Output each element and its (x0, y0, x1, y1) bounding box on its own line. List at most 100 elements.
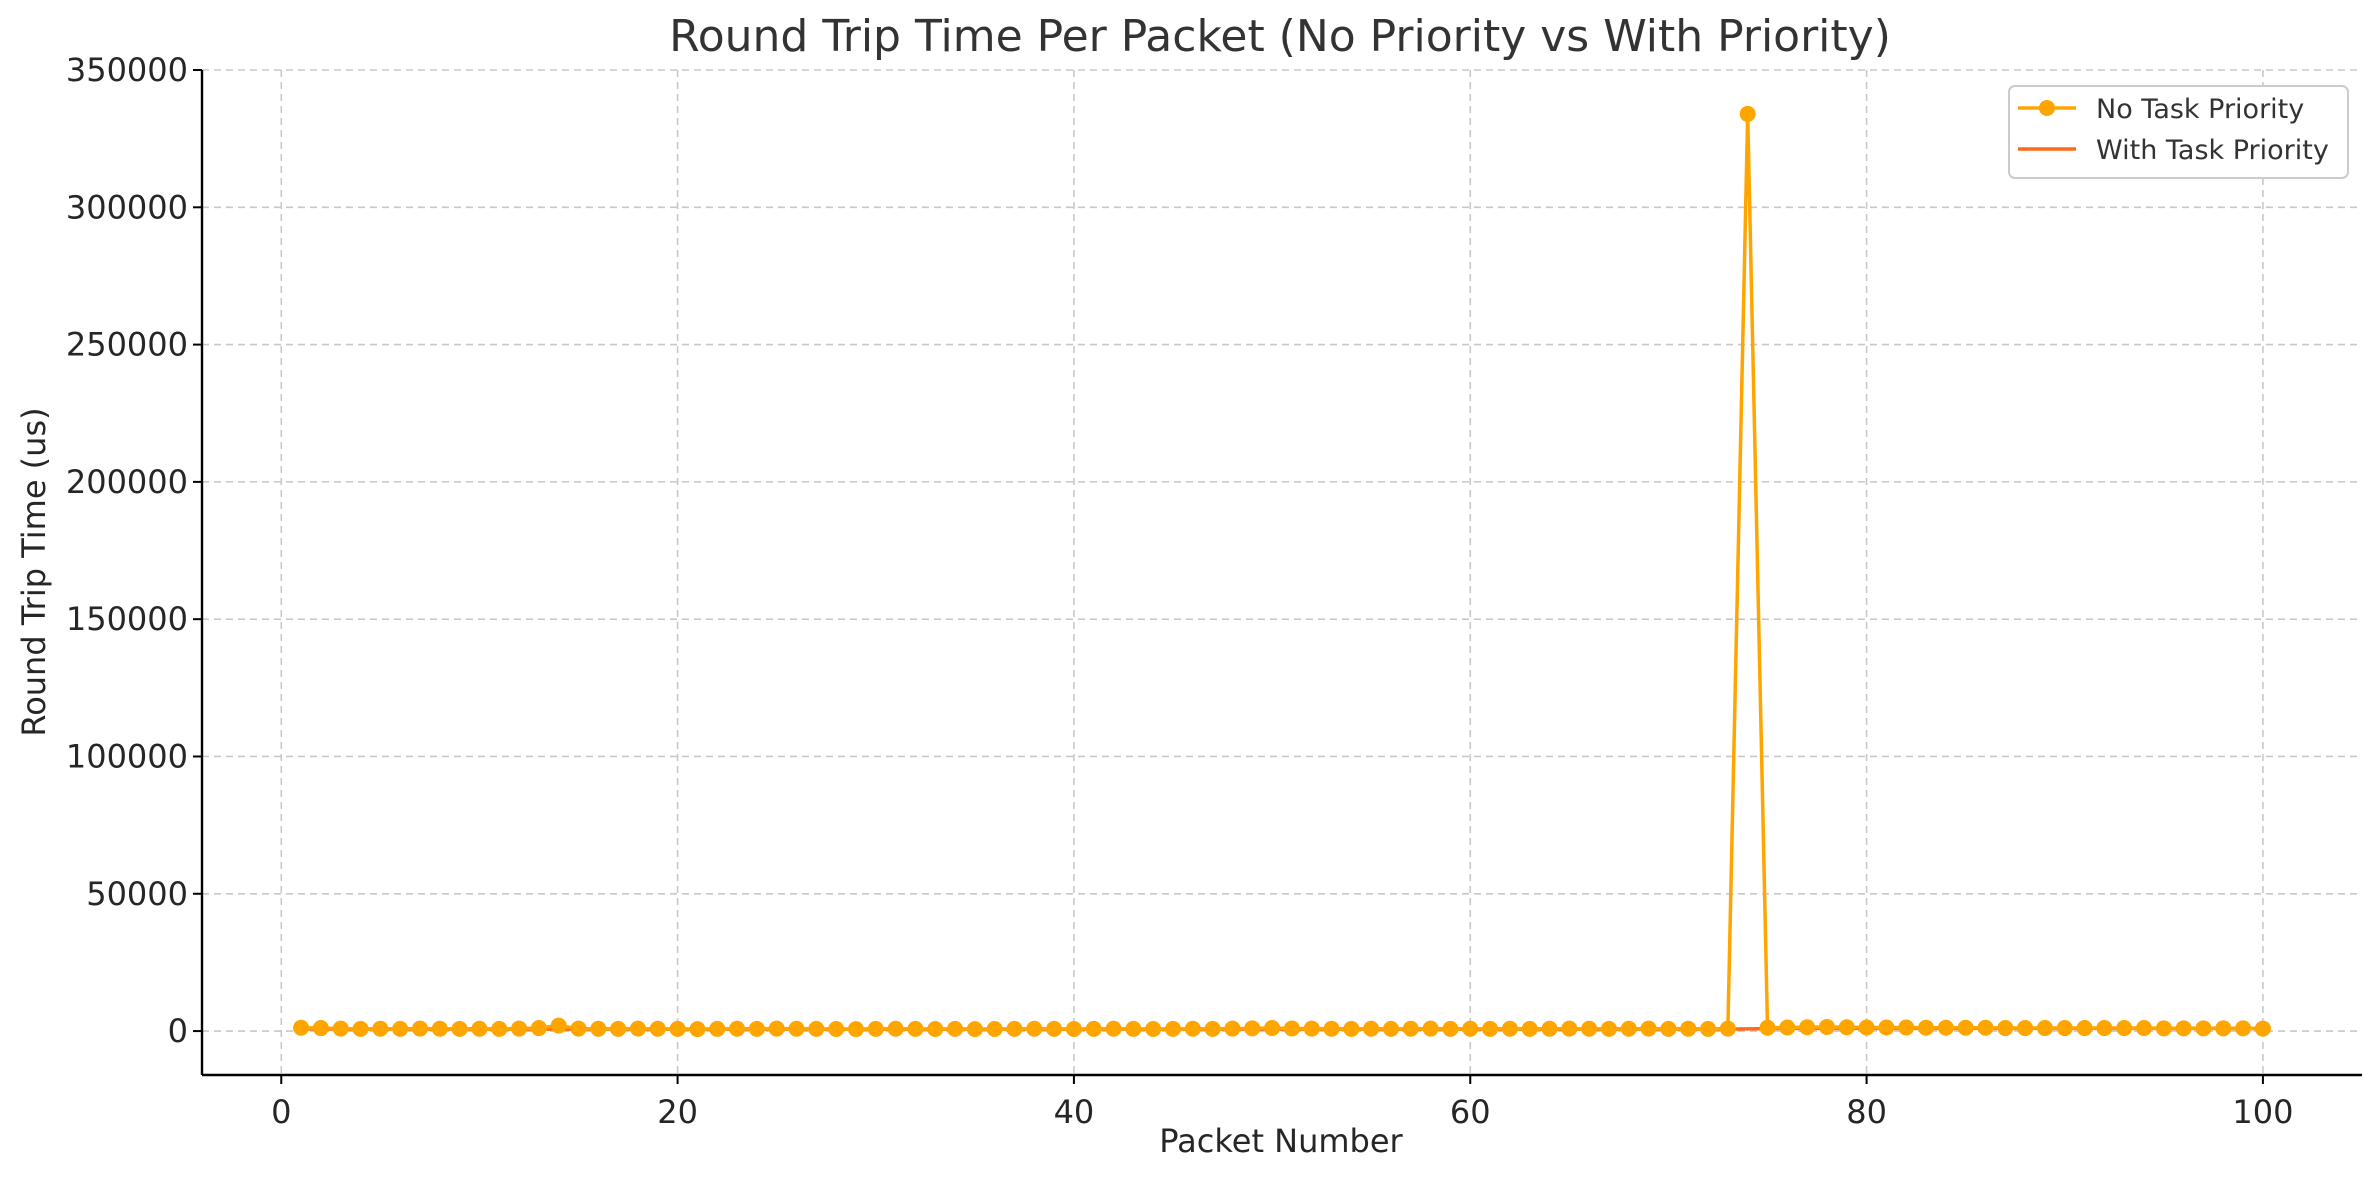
data-point-no-task-priority (1482, 1020, 1499, 1037)
data-point-no-task-priority (570, 1020, 587, 1037)
data-point-no-task-priority (649, 1020, 666, 1037)
data-point-no-task-priority (372, 1020, 389, 1037)
axes (200, 70, 2362, 1077)
data-point-no-task-priority (1323, 1020, 1340, 1037)
data-point-no-task-priority (1006, 1020, 1023, 1037)
data-point-no-task-priority (1521, 1020, 1538, 1037)
data-point-no-task-priority (1937, 1019, 1954, 1036)
data-point-no-task-priority (1402, 1020, 1419, 1037)
data-point-no-task-priority (1739, 105, 1756, 122)
data-point-no-task-priority (1640, 1020, 1657, 1037)
data-point-no-task-priority (1818, 1018, 1835, 1035)
data-point-no-task-priority (1541, 1020, 1558, 1037)
x-axis-label: Packet Number (1159, 1122, 1403, 1160)
data-point-no-task-priority (293, 1019, 310, 1036)
y-axis-label: Round Trip Time (us) (15, 407, 53, 736)
data-point-no-task-priority (1977, 1019, 1994, 1036)
data-point-no-task-priority (768, 1020, 785, 1037)
data-point-no-task-priority (471, 1020, 488, 1037)
data-point-no-task-priority (1838, 1019, 1855, 1036)
data-point-no-task-priority (2155, 1020, 2172, 1037)
chart-title: Round Trip Time Per Packet (No Priority … (669, 11, 1891, 62)
y-tick-label: 150000 (66, 600, 188, 638)
data-point-no-task-priority (1462, 1020, 1479, 1037)
data-point-no-task-priority (1422, 1020, 1439, 1037)
legend-box (2008, 85, 2349, 179)
data-point-no-task-priority (1303, 1020, 1320, 1037)
data-point-no-task-priority (1204, 1020, 1221, 1037)
data-point-no-task-priority (847, 1021, 864, 1038)
data-point-no-task-priority (550, 1017, 567, 1034)
data-point-no-task-priority (431, 1020, 448, 1037)
data-point-no-task-priority (709, 1020, 726, 1037)
data-point-no-task-priority (1026, 1020, 1043, 1037)
data-point-no-task-priority (1065, 1021, 1082, 1038)
data-point-no-task-priority (1918, 1019, 1935, 1036)
data-point-no-task-priority (748, 1020, 765, 1037)
data-point-no-task-priority (511, 1020, 528, 1037)
data-point-no-task-priority (2017, 1020, 2034, 1037)
data-point-no-task-priority (1363, 1020, 1380, 1037)
data-point-no-task-priority (947, 1020, 964, 1037)
data-point-no-task-priority (1759, 1019, 1776, 1036)
series-line-no-task-priority (301, 112, 2263, 1031)
data-point-no-task-priority (1244, 1020, 1261, 1037)
data-point-no-task-priority (1343, 1020, 1360, 1037)
data-point-no-task-priority (411, 1020, 428, 1037)
data-point-no-task-priority (451, 1020, 468, 1037)
x-tick-label: 40 (1054, 1093, 1095, 1131)
y-tick-label: 250000 (66, 326, 188, 364)
x-tick-label: 0 (271, 1093, 291, 1131)
legend: No Task Priority With Task Priority (2008, 85, 2349, 179)
data-point-no-task-priority (1700, 1020, 1717, 1037)
data-point-no-task-priority (2116, 1020, 2133, 1037)
data-point-no-task-priority (1779, 1019, 1796, 1036)
data-point-no-task-priority (312, 1020, 329, 1037)
data-point-no-task-priority (590, 1020, 607, 1037)
y-tick-label: 200000 (66, 463, 188, 501)
data-point-no-task-priority (887, 1020, 904, 1037)
data-point-no-task-priority (907, 1020, 924, 1037)
data-point-no-task-priority (610, 1020, 627, 1037)
data-point-no-task-priority (828, 1021, 845, 1038)
data-point-no-task-priority (669, 1020, 686, 1037)
data-point-no-task-priority (1125, 1020, 1142, 1037)
data-point-no-task-priority (966, 1021, 983, 1038)
data-point-no-task-priority (2254, 1020, 2271, 1037)
y-tick-label: 350000 (66, 51, 188, 89)
data-point-no-task-priority (2056, 1020, 2073, 1037)
data-point-no-task-priority (1224, 1020, 1241, 1037)
legend-label-with-task-priority: With Task Priority (2096, 135, 2329, 166)
data-point-no-task-priority (1561, 1020, 1578, 1037)
data-point-no-task-priority (1145, 1021, 1162, 1038)
data-point-no-task-priority (1283, 1020, 1300, 1037)
data-point-no-task-priority (1165, 1020, 1182, 1037)
data-point-no-task-priority (1878, 1019, 1895, 1036)
data-point-no-task-priority (491, 1020, 508, 1037)
series-no-task-priority (293, 105, 2271, 1038)
data-point-no-task-priority (2096, 1020, 2113, 1037)
x-tick-label: 20 (657, 1093, 698, 1131)
data-point-no-task-priority (1442, 1020, 1459, 1037)
data-point-no-task-priority (352, 1020, 369, 1037)
data-point-no-task-priority (1105, 1020, 1122, 1037)
data-point-no-task-priority (1719, 1020, 1736, 1037)
data-point-no-task-priority (729, 1020, 746, 1037)
data-point-no-task-priority (1581, 1020, 1598, 1037)
data-point-no-task-priority (2195, 1020, 2212, 1037)
data-point-no-task-priority (1264, 1020, 1281, 1037)
data-point-no-task-priority (1957, 1019, 1974, 1036)
data-point-no-task-priority (629, 1020, 646, 1037)
y-tick-label: 0 (168, 1012, 188, 1050)
data-point-no-task-priority (1085, 1020, 1102, 1037)
data-point-no-task-priority (1501, 1020, 1518, 1037)
legend-marker-no-task-priority (2039, 100, 2055, 116)
y-tick-label: 50000 (86, 875, 188, 913)
data-point-no-task-priority (1858, 1019, 1875, 1036)
data-point-no-task-priority (1680, 1020, 1697, 1037)
data-point-no-task-priority (1620, 1020, 1637, 1037)
data-point-no-task-priority (1660, 1020, 1677, 1037)
data-point-no-task-priority (2136, 1020, 2153, 1037)
data-point-no-task-priority (2036, 1020, 2053, 1037)
data-point-no-task-priority (2175, 1020, 2192, 1037)
